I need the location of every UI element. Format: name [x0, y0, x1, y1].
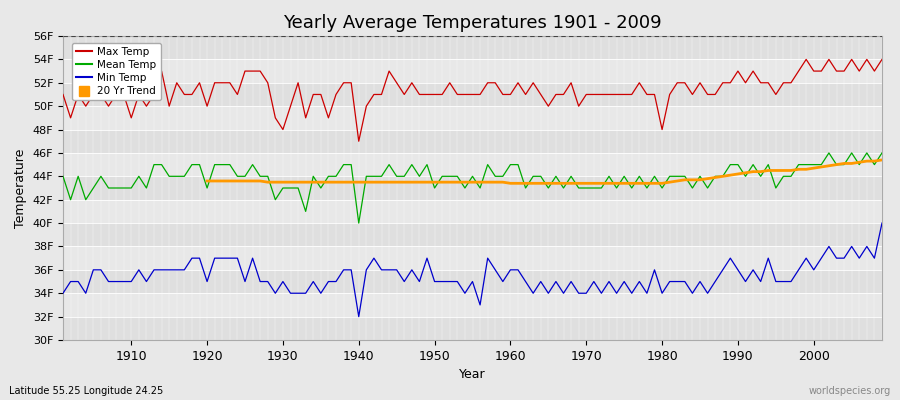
- Legend: Max Temp, Mean Temp, Min Temp, 20 Yr Trend: Max Temp, Mean Temp, Min Temp, 20 Yr Tre…: [72, 43, 160, 100]
- Bar: [63, 36, 882, 59]
- Bar: [63, 223, 882, 246]
- Bar: [63, 317, 882, 340]
- Bar: [63, 130, 882, 153]
- Bar: [63, 176, 882, 200]
- Bar: [63, 270, 882, 293]
- X-axis label: Year: Year: [459, 368, 486, 381]
- Y-axis label: Temperature: Temperature: [14, 148, 27, 228]
- Text: Latitude 55.25 Longitude 24.25: Latitude 55.25 Longitude 24.25: [9, 386, 163, 396]
- Bar: [63, 83, 882, 106]
- Text: worldspecies.org: worldspecies.org: [809, 386, 891, 396]
- Title: Yearly Average Temperatures 1901 - 2009: Yearly Average Temperatures 1901 - 2009: [284, 14, 662, 32]
